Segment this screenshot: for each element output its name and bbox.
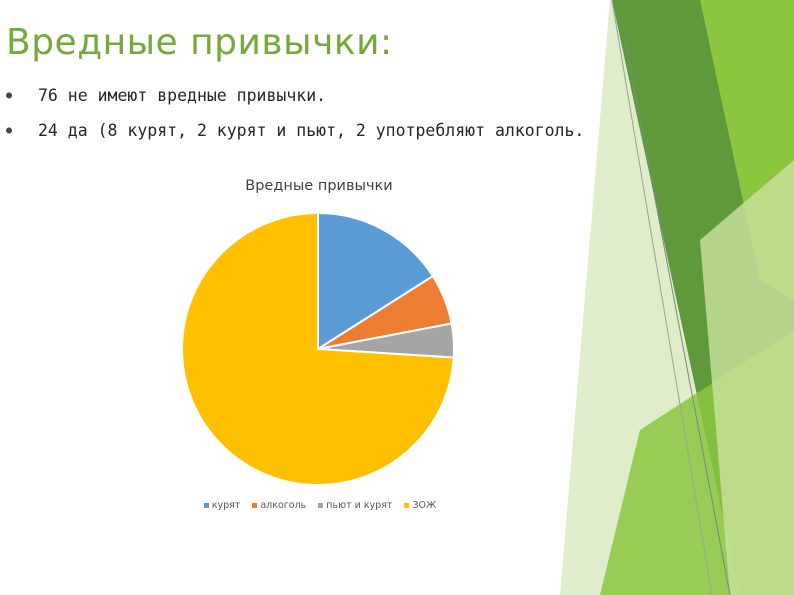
legend-item: пьют и курят: [318, 500, 392, 511]
bullet-text: 24 да (8 курят, 2 курят и пьют, 2 употре…: [38, 121, 585, 140]
decor-line: [624, 39, 731, 595]
bullet-text: 76 не имеют вредные привычки.: [38, 86, 327, 105]
bullet-marker-icon: ●: [6, 125, 13, 136]
legend-label: ЗОЖ: [412, 500, 437, 511]
legend-item: курят: [203, 500, 241, 511]
legend-swatch: [203, 503, 209, 508]
pie-slice: [181, 211, 455, 486]
decor-line: [611, 0, 713, 595]
legend-swatch: [318, 503, 324, 508]
legend-item: ЗОЖ: [404, 500, 436, 511]
chart-title: Вредные привычки: [245, 178, 393, 194]
legend-swatch: [404, 503, 410, 508]
legend-label: курят: [211, 500, 241, 511]
slide-title: Вредные привычки:: [6, 22, 393, 63]
legend-label: пьют и курят: [326, 500, 393, 511]
bullet-marker-icon: ●: [6, 90, 13, 101]
legend-item: алкоголь: [252, 500, 306, 511]
pie-slice: [317, 211, 435, 351]
legend-label: алкоголь: [260, 500, 307, 511]
decor-shape-pale: [700, 160, 794, 595]
chart-legend: курят алкоголь пьют и курят ЗОЖ: [160, 500, 480, 511]
legend-swatch: [252, 503, 258, 508]
